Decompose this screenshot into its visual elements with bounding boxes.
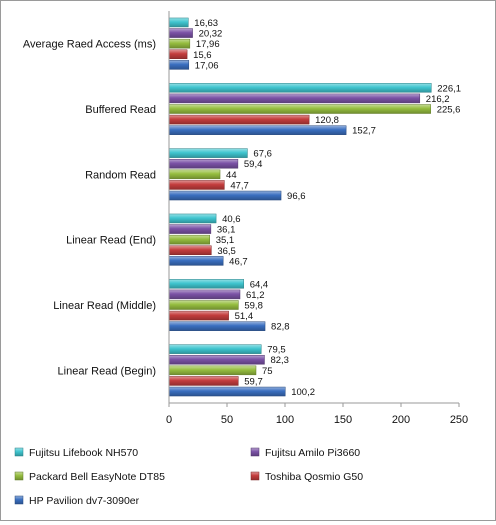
legend-swatch xyxy=(14,447,24,457)
bar xyxy=(168,256,224,266)
legend-label: Toshiba Qosmio G50 xyxy=(265,471,363,483)
category-label: Random Read xyxy=(85,169,156,181)
bar xyxy=(168,224,212,234)
bar xyxy=(168,17,189,28)
data-label: 82,8 xyxy=(271,322,290,333)
bar xyxy=(168,376,239,386)
x-axis: 0 50 100 150 200 250 xyxy=(166,11,468,426)
data-label: 225,6 xyxy=(437,105,461,116)
legend-item: Toshiba Qosmio G50 xyxy=(250,471,363,483)
bar xyxy=(168,354,265,365)
data-label: 44 xyxy=(226,170,237,181)
data-label: 216,2 xyxy=(426,94,450,105)
data-label: 17,06 xyxy=(195,60,219,71)
bar xyxy=(168,190,282,201)
legend: Fujitsu Lifebook NH570 Fujitsu Amilo Pi36… xyxy=(14,447,363,507)
category-label: Buffered Read xyxy=(85,104,156,116)
data-label: 20,32 xyxy=(199,29,223,40)
bar xyxy=(168,279,244,289)
x-tick-label: 150 xyxy=(334,414,352,426)
bar xyxy=(168,148,248,158)
x-tick-label: 250 xyxy=(450,414,468,426)
bar xyxy=(168,104,431,114)
bar xyxy=(168,180,225,190)
x-tick-label: 200 xyxy=(392,414,410,426)
bar xyxy=(168,321,266,331)
bar xyxy=(168,245,212,256)
legend-swatch xyxy=(14,471,24,481)
category-label: Average Raed Access (ms) xyxy=(23,39,156,51)
bar xyxy=(168,28,193,38)
data-label: 36,1 xyxy=(217,225,236,236)
bar xyxy=(168,60,190,70)
bar xyxy=(168,83,432,93)
legend-item: Fujitsu Lifebook NH570 xyxy=(14,447,138,459)
legend-swatch xyxy=(250,447,260,457)
data-label: 82,3 xyxy=(270,355,289,366)
data-label: 59,4 xyxy=(244,159,262,170)
data-label: 152,7 xyxy=(352,126,376,137)
category-label: Linear Read (Begin) xyxy=(58,365,156,377)
bar xyxy=(168,38,191,49)
data-label: 59,8 xyxy=(244,301,262,312)
data-label: 79,5 xyxy=(267,345,286,356)
legend-item: Packard Bell EasyNote DT85 xyxy=(14,471,165,483)
category-label: Linear Read (End) xyxy=(66,235,156,247)
data-label: 36,5 xyxy=(217,246,236,257)
data-label: 59,7 xyxy=(244,376,263,387)
data-label: 16,63 xyxy=(194,18,218,29)
bar xyxy=(168,125,347,135)
data-label: 75 xyxy=(262,366,273,377)
data-label: 51,4 xyxy=(235,311,254,322)
bar xyxy=(168,114,310,125)
bar xyxy=(168,49,188,60)
bar xyxy=(168,310,229,321)
data-label: 61,2 xyxy=(246,290,265,301)
bar xyxy=(168,234,210,245)
data-label: 35,1 xyxy=(216,235,235,246)
data-label: 40,6 xyxy=(222,214,241,225)
data-label: 15,6 xyxy=(193,50,212,61)
legend-swatch xyxy=(250,471,260,481)
bar xyxy=(168,213,217,224)
legend-label: Fujitsu Lifebook NH570 xyxy=(29,447,138,459)
x-tick-label: 50 xyxy=(221,414,233,426)
bar xyxy=(168,169,221,180)
data-label: 46,7 xyxy=(229,256,248,267)
data-label: 100,2 xyxy=(291,387,315,398)
legend-label: Packard Bell EasyNote DT85 xyxy=(29,471,165,483)
data-label: 226,1 xyxy=(437,83,461,94)
data-label: 64,4 xyxy=(250,279,268,290)
category-labels: Average Raed Access (ms) Buffered Read Ran… xyxy=(23,39,156,378)
data-label: 120,8 xyxy=(315,115,339,126)
data-label: 96,6 xyxy=(287,191,306,202)
data-label: 67,6 xyxy=(253,149,272,160)
legend-item: Fujitsu Amilo Pi3660 xyxy=(250,447,360,459)
bar xyxy=(168,158,239,169)
legend-item: HP Pavilion dv7-3090er xyxy=(14,495,140,507)
bar xyxy=(168,300,239,310)
data-label: 47,7 xyxy=(230,180,249,191)
bar xyxy=(168,386,286,397)
bar xyxy=(168,344,262,354)
bar xyxy=(168,289,241,300)
x-tick-label: 0 xyxy=(166,414,172,426)
bar xyxy=(168,365,257,376)
legend-label: HP Pavilion dv7-3090er xyxy=(29,495,140,507)
legend-label: Fujitsu Amilo Pi3660 xyxy=(265,447,360,459)
x-tick-label: 100 xyxy=(276,414,294,426)
data-label: 17,96 xyxy=(196,39,220,50)
legend-swatch xyxy=(14,495,24,505)
bar xyxy=(168,93,421,104)
category-label: Linear Read (Middle) xyxy=(53,300,156,312)
